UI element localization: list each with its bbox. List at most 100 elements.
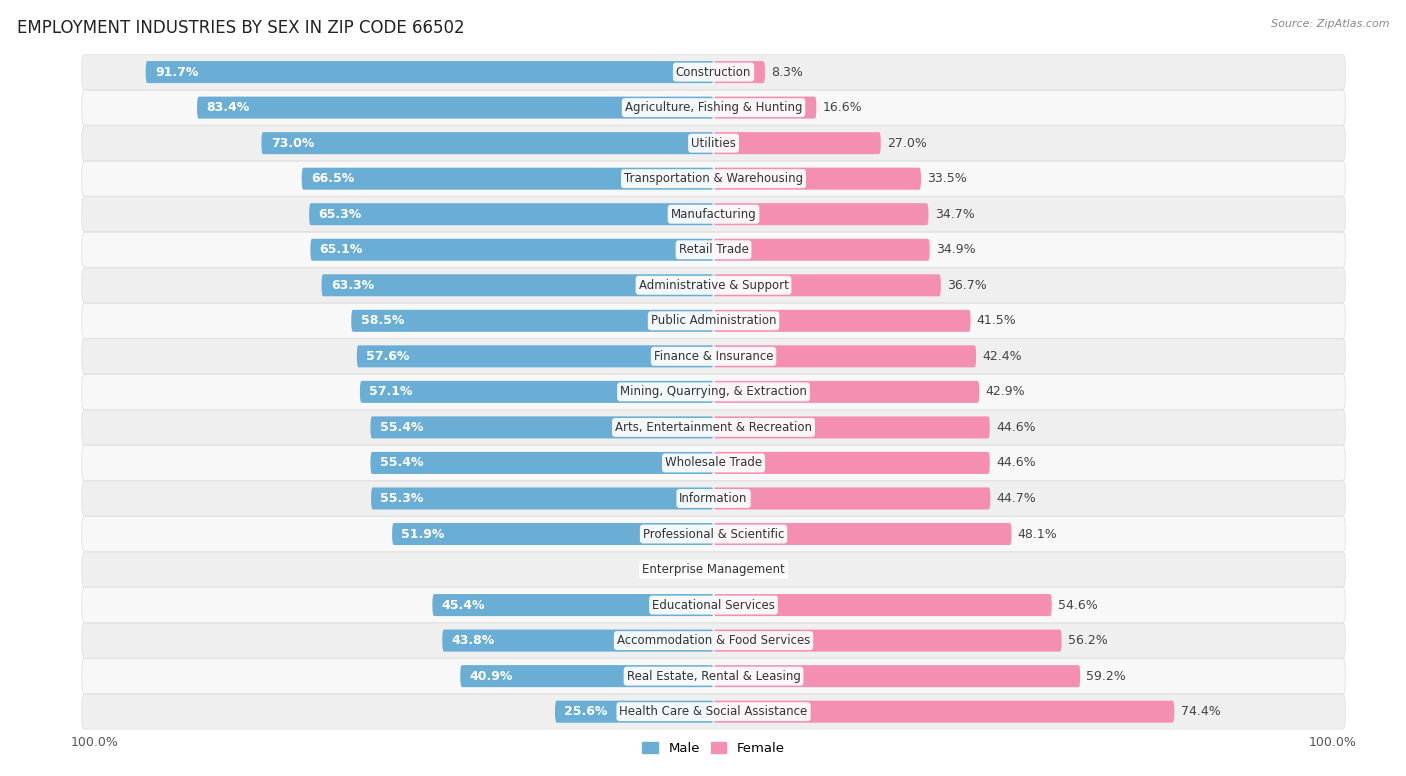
Text: Accommodation & Food Services: Accommodation & Food Services [617,634,810,647]
Text: 8.3%: 8.3% [770,66,803,78]
Text: 25.6%: 25.6% [564,705,607,718]
FancyBboxPatch shape [82,553,1346,587]
FancyBboxPatch shape [352,310,713,332]
FancyBboxPatch shape [360,381,713,403]
FancyBboxPatch shape [82,587,1346,622]
Text: 44.7%: 44.7% [997,492,1036,505]
Text: 48.1%: 48.1% [1018,528,1057,541]
Text: Wholesale Trade: Wholesale Trade [665,456,762,469]
FancyBboxPatch shape [322,274,713,296]
FancyBboxPatch shape [713,381,979,403]
Text: 56.2%: 56.2% [1067,634,1108,647]
FancyBboxPatch shape [82,623,1346,658]
FancyBboxPatch shape [713,523,1011,545]
FancyBboxPatch shape [146,61,713,83]
Text: Retail Trade: Retail Trade [679,243,748,256]
Text: Finance & Insurance: Finance & Insurance [654,350,773,363]
FancyBboxPatch shape [713,701,1174,722]
FancyBboxPatch shape [309,203,713,225]
Text: 65.1%: 65.1% [319,243,363,256]
FancyBboxPatch shape [433,594,713,616]
FancyBboxPatch shape [713,417,990,438]
Text: Educational Services: Educational Services [652,598,775,611]
FancyBboxPatch shape [371,487,713,510]
FancyBboxPatch shape [460,665,713,688]
Text: Mining, Quarrying, & Extraction: Mining, Quarrying, & Extraction [620,386,807,398]
FancyBboxPatch shape [197,96,713,119]
Text: Health Care & Social Assistance: Health Care & Social Assistance [620,705,807,718]
Text: 43.8%: 43.8% [451,634,495,647]
FancyBboxPatch shape [262,132,713,154]
FancyBboxPatch shape [713,665,1080,688]
Text: 66.5%: 66.5% [311,172,354,185]
Text: Construction: Construction [676,66,751,78]
FancyBboxPatch shape [713,96,817,119]
Text: 45.4%: 45.4% [441,598,485,611]
FancyBboxPatch shape [713,594,1052,616]
Text: 58.5%: 58.5% [360,314,404,327]
Text: 44.6%: 44.6% [995,421,1036,434]
Text: 65.3%: 65.3% [318,208,361,220]
FancyBboxPatch shape [311,239,713,261]
FancyBboxPatch shape [713,61,765,83]
FancyBboxPatch shape [82,375,1346,409]
FancyBboxPatch shape [82,659,1346,694]
FancyBboxPatch shape [82,339,1346,374]
Text: Public Administration: Public Administration [651,314,776,327]
FancyBboxPatch shape [392,523,713,545]
Text: 63.3%: 63.3% [330,279,374,292]
FancyBboxPatch shape [370,452,713,474]
FancyBboxPatch shape [302,168,713,189]
FancyBboxPatch shape [82,90,1346,125]
Text: 0.0%: 0.0% [664,563,695,576]
FancyBboxPatch shape [82,445,1346,480]
Text: 55.4%: 55.4% [380,456,423,469]
Text: Source: ZipAtlas.com: Source: ZipAtlas.com [1271,19,1389,29]
Text: Information: Information [679,492,748,505]
Text: 51.9%: 51.9% [402,528,444,541]
FancyBboxPatch shape [82,268,1346,303]
FancyBboxPatch shape [713,274,941,296]
FancyBboxPatch shape [82,232,1346,267]
Text: 42.4%: 42.4% [983,350,1022,363]
Text: Real Estate, Rental & Leasing: Real Estate, Rental & Leasing [627,670,800,683]
Text: 54.6%: 54.6% [1057,598,1098,611]
Text: 33.5%: 33.5% [927,172,967,185]
FancyBboxPatch shape [82,161,1346,196]
FancyBboxPatch shape [713,168,921,189]
FancyBboxPatch shape [713,310,970,332]
FancyBboxPatch shape [82,481,1346,516]
FancyBboxPatch shape [82,126,1346,161]
FancyBboxPatch shape [555,701,713,722]
FancyBboxPatch shape [713,132,880,154]
Text: Administrative & Support: Administrative & Support [638,279,789,292]
Text: 16.6%: 16.6% [823,101,862,114]
Text: 34.7%: 34.7% [935,208,974,220]
FancyBboxPatch shape [713,203,928,225]
FancyBboxPatch shape [713,629,1062,652]
Text: 34.9%: 34.9% [936,243,976,256]
Text: EMPLOYMENT INDUSTRIES BY SEX IN ZIP CODE 66502: EMPLOYMENT INDUSTRIES BY SEX IN ZIP CODE… [17,19,464,37]
Text: 41.5%: 41.5% [977,314,1017,327]
Text: Enterprise Management: Enterprise Management [643,563,785,576]
FancyBboxPatch shape [82,410,1346,445]
Text: 57.1%: 57.1% [370,386,413,398]
FancyBboxPatch shape [443,629,713,652]
FancyBboxPatch shape [713,239,929,261]
Text: 36.7%: 36.7% [948,279,987,292]
Text: Manufacturing: Manufacturing [671,208,756,220]
FancyBboxPatch shape [82,517,1346,552]
Text: Utilities: Utilities [692,137,735,150]
Text: Agriculture, Fishing & Hunting: Agriculture, Fishing & Hunting [624,101,803,114]
Text: 57.6%: 57.6% [366,350,409,363]
Text: 74.4%: 74.4% [1181,705,1220,718]
Text: 42.9%: 42.9% [986,386,1025,398]
FancyBboxPatch shape [370,417,713,438]
Text: 73.0%: 73.0% [271,137,314,150]
FancyBboxPatch shape [713,487,990,510]
Text: 55.3%: 55.3% [381,492,423,505]
Text: 55.4%: 55.4% [380,421,423,434]
Legend: Male, Female: Male, Female [637,736,790,760]
FancyBboxPatch shape [82,695,1346,729]
FancyBboxPatch shape [713,452,990,474]
